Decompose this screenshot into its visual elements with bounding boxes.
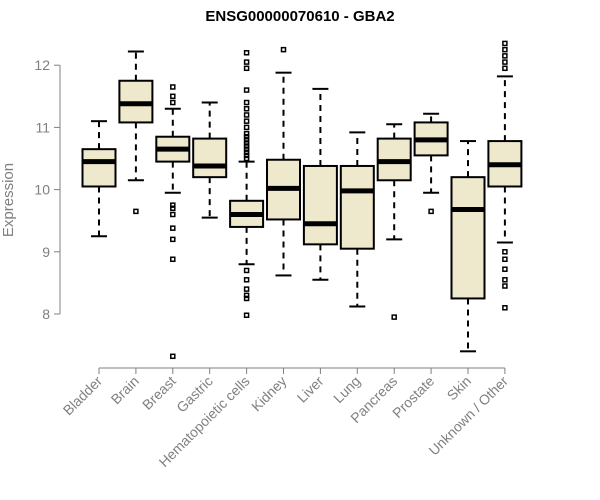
outlier-point (170, 93, 176, 100)
outlier-point (502, 40, 508, 47)
outlier-point (243, 50, 250, 56)
chart-title: ENSG00000070610 - GBA2 (205, 8, 395, 25)
outlier-point (391, 314, 397, 320)
y-tick-label: 8 (42, 306, 50, 322)
outlier-point (243, 87, 250, 93)
y-tick-label: 9 (42, 244, 50, 260)
outlier-point (243, 140, 250, 146)
outlier-point (280, 46, 287, 53)
outlier-point (243, 149, 250, 156)
outlier-point (502, 65, 508, 72)
outlier-point (133, 208, 139, 215)
outlier-point (243, 133, 250, 140)
outlier-point (243, 118, 250, 124)
box-lung (339, 164, 375, 250)
outlier-point (428, 208, 434, 215)
outlier-point (502, 53, 508, 59)
outlier-point (243, 124, 250, 131)
outlier-point (502, 46, 508, 53)
box-bladder (81, 148, 117, 188)
y-tick-label: 11 (35, 119, 50, 135)
outlier-point (502, 256, 508, 263)
outlier-point (502, 277, 508, 283)
outlier-point (243, 143, 250, 149)
outlier-point (243, 146, 250, 152)
y-axis-title: Expression (0, 163, 17, 237)
outlier-point (502, 249, 508, 255)
outlier-point (170, 225, 176, 231)
outlier-point (243, 59, 250, 65)
x-category-label: Liver (294, 373, 327, 406)
x-category-label: Prostate (389, 373, 437, 421)
outlier-point (170, 211, 176, 218)
outlier-point (170, 202, 176, 208)
outlier-point (243, 312, 250, 318)
outlier-point (243, 286, 250, 292)
outlier-point (243, 112, 250, 118)
outlier-point (243, 105, 250, 112)
box-liver (302, 164, 338, 246)
outlier-point (170, 353, 176, 360)
outlier-point (243, 130, 250, 137)
outlier-point (170, 256, 176, 263)
x-category-label: Breast (139, 373, 179, 413)
box-gastric (192, 137, 228, 179)
outlier-point (243, 295, 250, 302)
outlier-point (243, 292, 250, 299)
outlier-point (243, 155, 250, 162)
outlier-point (243, 277, 250, 283)
outlier-point (502, 283, 508, 289)
x-category-label: Brain (108, 373, 142, 407)
outlier-point (243, 99, 250, 106)
outlier-point (170, 236, 176, 243)
y-tick-label: 10 (34, 182, 50, 198)
outlier-point (243, 65, 250, 72)
box-skin (450, 176, 486, 300)
outlier-point (502, 59, 508, 65)
x-category-label: Kidney (248, 373, 290, 415)
x-category-label: Lung (330, 373, 363, 406)
outlier-point (502, 266, 508, 272)
outlier-point (170, 205, 176, 212)
outlier-point (243, 267, 250, 274)
outlier-point (170, 99, 176, 106)
y-tick-label: 12 (34, 57, 50, 73)
x-category-label: Bladder (60, 373, 106, 419)
x-category-label: Skin (444, 373, 475, 404)
outlier-point (502, 305, 508, 311)
outlier-point (243, 137, 250, 143)
outlier-point (170, 84, 176, 90)
outlier-point (243, 152, 250, 159)
